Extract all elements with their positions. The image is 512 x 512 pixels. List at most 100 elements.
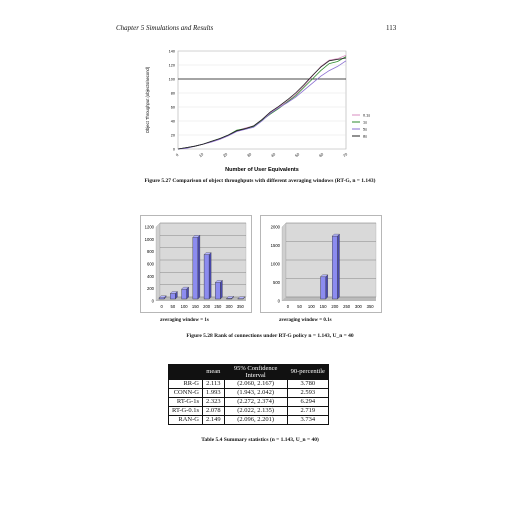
bar	[170, 293, 176, 300]
y-tick-label: 600	[147, 262, 155, 267]
x-tick-label: 50	[294, 152, 300, 158]
x-tick-label: 20	[222, 152, 228, 158]
table-header-cell: mean	[202, 364, 225, 380]
bar-side	[164, 295, 167, 300]
table-cell: (2.060, 2.167)	[223, 379, 288, 389]
table-row-label: RR-G	[168, 379, 203, 389]
chart-side-wall	[155, 222, 161, 302]
figure-5-28-caption: Figure 5.28 Rank of connections under RT…	[186, 333, 354, 339]
y-axis-label: Object Throughput (objects/second)	[145, 66, 150, 133]
x-tick-label: 250	[214, 304, 222, 309]
bar	[158, 297, 165, 300]
summary-statistics-table: mean 95% Confidence Interval 90-percenti…	[168, 364, 329, 425]
table-cell: 2.149	[202, 415, 225, 425]
table-cell: 2.323	[202, 397, 225, 407]
chart-side-wall	[281, 222, 287, 302]
series-line-8s	[177, 57, 347, 150]
table-cell: 2.719	[286, 406, 329, 416]
x-tick-label: 350	[237, 304, 245, 309]
table-cell: (1.943, 2.042)	[223, 388, 288, 398]
x-tick-label: 150	[320, 304, 328, 309]
table-row: RT-G-0.1s 2.078 (2.022, 2.135) 2.719	[168, 406, 329, 416]
x-tick-label: 10	[198, 152, 204, 158]
y-tick-label: 2000	[271, 225, 281, 230]
table-cell: 6.294	[286, 397, 329, 407]
bar-side	[175, 291, 178, 300]
x-tick-label: 150	[192, 304, 200, 309]
y-tick-label: 120	[169, 64, 175, 68]
plot-area	[177, 50, 347, 150]
legend-label: 0.1s	[363, 114, 370, 118]
legend-label: 8s	[363, 135, 367, 139]
table-cell: (2.096, 2.201)	[223, 415, 288, 425]
chart-floor	[156, 297, 246, 301]
table-row-label: RT-G-1s	[168, 397, 203, 407]
bar	[192, 237, 199, 300]
bar	[332, 235, 338, 300]
x-tick-label: 50	[171, 304, 176, 309]
table-5-4-caption: Table 5.4 Summary statistics (n = 1.143,…	[201, 437, 319, 443]
table-row: CONN-G 1.993 (1.943, 2.042) 2.593	[168, 388, 329, 398]
y-tick-label: 0	[278, 299, 281, 304]
x-tick-label: 100	[181, 304, 189, 309]
table-row-label: RAN-G	[168, 415, 203, 425]
y-tick-label: 1500	[271, 243, 281, 248]
x-tick-label: 300	[355, 304, 363, 309]
x-tick-label: 250	[343, 304, 351, 309]
bar-side	[337, 233, 340, 300]
table-header-row: mean 95% Confidence Interval 90-percenti…	[168, 364, 329, 380]
x-tick-label: 200	[203, 304, 211, 309]
x-tick-label: 0	[287, 304, 290, 309]
x-tick-label: 40	[270, 152, 276, 158]
y-tick-label: 1200	[145, 225, 155, 230]
bar-side	[325, 274, 328, 300]
table-header-cell: 95% Confidence Interval	[223, 364, 288, 380]
x-tick-label: 100	[308, 304, 316, 309]
throughput-line-chart: 0 20 40 60 80 100 120 140 0 10 20 30 40 50 60 70 0.1s 1s 5…	[145, 50, 370, 174]
legend-label: 5s	[363, 128, 367, 132]
bar-side	[186, 286, 189, 300]
chapter-header: Chapter 5 Simulations and Results	[116, 24, 214, 32]
table-cell: (2.272, 2.374)	[223, 397, 288, 407]
bar-chart-2-label: averaging window = 0.1s	[279, 318, 332, 323]
figure-5-27-caption: Figure 5.27 Comparison of object through…	[144, 178, 376, 184]
bar-chart-1-label: averaging window = 1s	[160, 318, 209, 323]
page-number: 113	[386, 24, 397, 32]
y-tick-label: 100	[169, 78, 175, 82]
x-tick-label: 70	[342, 152, 348, 158]
bar-side	[231, 296, 234, 300]
bar	[215, 282, 221, 300]
table-cell: 2.078	[202, 406, 225, 416]
table-row: RR-G 2.113 (2.060, 2.167) 3.780	[168, 379, 329, 389]
y-tick-label: 60	[171, 106, 175, 110]
table-row: RT-G-1s 2.323 (2.272, 2.374) 6.294	[168, 397, 329, 407]
y-tick-label: 1000	[271, 262, 281, 267]
table-row-label: RT-G-0.1s	[168, 406, 203, 416]
bar-side	[220, 279, 223, 300]
x-tick-label: 50	[297, 304, 302, 309]
y-tick-label: 0	[173, 148, 175, 152]
bar	[203, 254, 210, 300]
table-row-label: CONN-G	[168, 388, 203, 398]
bar	[320, 276, 326, 300]
table-cell: 2.113	[202, 379, 225, 389]
y-tick-label: 80	[171, 92, 175, 96]
table-cell: (2.022, 2.135)	[223, 406, 288, 416]
y-tick-label: 400	[147, 274, 155, 279]
table-header-cell	[168, 364, 203, 380]
chart-floor	[282, 297, 376, 301]
bar-side	[209, 252, 212, 300]
table-cell: 3.780	[286, 379, 329, 389]
x-tick-label: 300	[226, 304, 234, 309]
bar	[181, 288, 187, 300]
x-tick-label: 30	[246, 152, 252, 158]
table-row: RAN-G 2.149 (2.096, 2.201) 3.734	[168, 415, 329, 425]
x-tick-label: 200	[331, 304, 339, 309]
table-cell: 2.593	[286, 388, 329, 398]
table-header-cell: 90-percentile	[286, 364, 329, 380]
y-tick-label: 1000	[145, 237, 155, 242]
x-tick-label: 0	[160, 304, 163, 309]
y-tick-label: 20	[171, 134, 175, 138]
y-tick-label: 40	[171, 120, 175, 124]
